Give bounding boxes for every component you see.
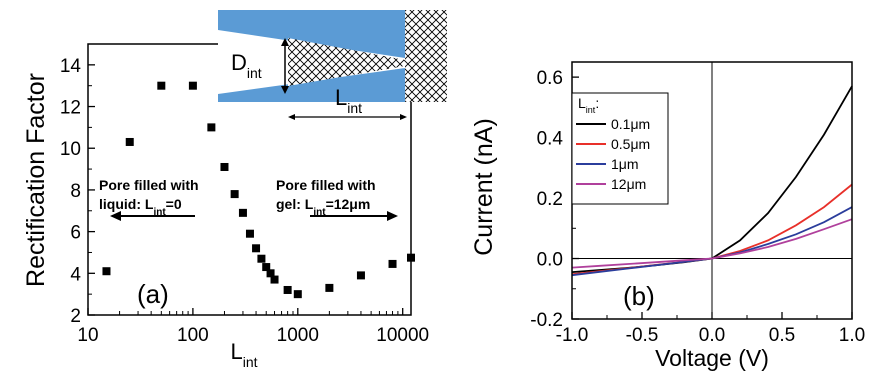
reservoir-gel	[405, 10, 447, 102]
data-point	[231, 190, 239, 198]
panel-a-xlabel: Lint	[230, 339, 257, 370]
panel-a-ytick-label: 4	[70, 264, 81, 285]
panel-a-xtick-label: 1000	[277, 325, 319, 346]
data-point	[246, 230, 254, 238]
data-point	[357, 271, 365, 279]
annotation-left-line2: liquid: Lint=0	[99, 196, 182, 218]
panel-b-xtick-label: 0.5	[769, 325, 795, 346]
data-point	[389, 260, 397, 268]
l-int-arrowhead-right	[400, 114, 407, 120]
panel-a-ytick-label: 8	[70, 181, 81, 202]
panel-b-ytick-label: -0.2	[530, 310, 563, 331]
data-point	[284, 286, 292, 294]
panel-a-ytick-label: 10	[60, 139, 81, 160]
annotation-left-arrowhead	[110, 211, 121, 221]
panel-a-xtick-label: 10	[77, 325, 98, 346]
data-point	[271, 276, 279, 284]
panel-a-ytick-label: 12	[60, 98, 81, 119]
panel-a-xtick-label: 10000	[376, 325, 429, 346]
legend-label: 1μm	[611, 156, 639, 172]
panel-a-ylabel: Rectification Factor	[22, 73, 50, 287]
data-point	[189, 82, 197, 90]
data-point	[407, 254, 415, 262]
legend-label: 0.5μm	[611, 136, 650, 152]
data-point	[239, 209, 247, 217]
panel-b-xtick-label: -0.5	[626, 325, 659, 346]
panel-a-label: (a)	[137, 279, 169, 309]
l-int-arrowhead-left	[288, 114, 295, 120]
pore-inset-diagram: Dint Lint	[218, 0, 447, 120]
data-point	[207, 123, 215, 131]
legend-label: 12μm	[611, 176, 646, 192]
panel-a-xtick-label: 100	[177, 325, 209, 346]
data-point	[294, 290, 302, 298]
panel-a-ytick-label: 2	[70, 306, 81, 327]
data-point	[257, 255, 265, 263]
panel-b: -1.0 -0.5 0.0 0.5 1.0-0.20.00.20.40.6 Curren…	[470, 62, 865, 371]
data-point	[252, 244, 260, 252]
panel-a-ytick-label: 6	[70, 223, 81, 244]
data-point	[102, 267, 110, 275]
panel-b-label: (b)	[623, 281, 655, 311]
annotation-right-line1: Pore filled with	[276, 177, 376, 193]
panel-b-ytick-label: 0.0	[537, 250, 563, 271]
annotation-right-arrowhead	[387, 211, 398, 221]
panel-b-ytick-label: 0.6	[537, 68, 563, 89]
panel-b-xtick-label: 0.0	[699, 325, 725, 346]
panel-b-ytick-label: 0.2	[537, 189, 563, 210]
data-point	[126, 138, 134, 146]
panel-b-xtick-label: 1.0	[839, 325, 865, 346]
data-point	[325, 284, 333, 292]
legend-label: 0.1μm	[611, 116, 650, 132]
panel-b-ytick-label: 0.4	[537, 129, 564, 150]
annotation-left-line1: Pore filled with	[99, 177, 199, 193]
panel-a-ytick-label: 14	[60, 56, 82, 77]
data-point	[220, 163, 228, 171]
panel-b-ylabel: Current (nA)	[470, 118, 498, 256]
data-point	[157, 82, 165, 90]
annotation-right-line2: gel: Lint=12μm	[276, 196, 370, 218]
panel-b-xlabel: Voltage (V)	[655, 345, 769, 371]
